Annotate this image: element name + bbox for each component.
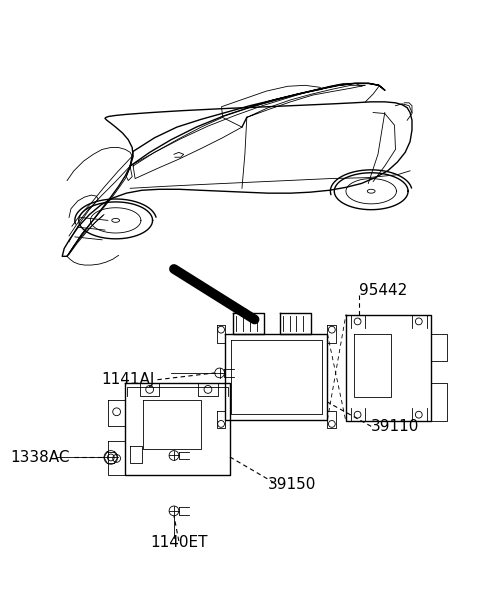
Text: 95442: 95442 — [359, 283, 407, 298]
Text: 39110: 39110 — [371, 419, 420, 434]
Text: 1140ET: 1140ET — [150, 535, 207, 551]
Text: 1141AJ: 1141AJ — [101, 372, 155, 387]
Ellipse shape — [367, 189, 375, 193]
Text: 1338AC: 1338AC — [11, 450, 70, 465]
Ellipse shape — [112, 218, 120, 223]
Text: 39150: 39150 — [268, 477, 317, 492]
